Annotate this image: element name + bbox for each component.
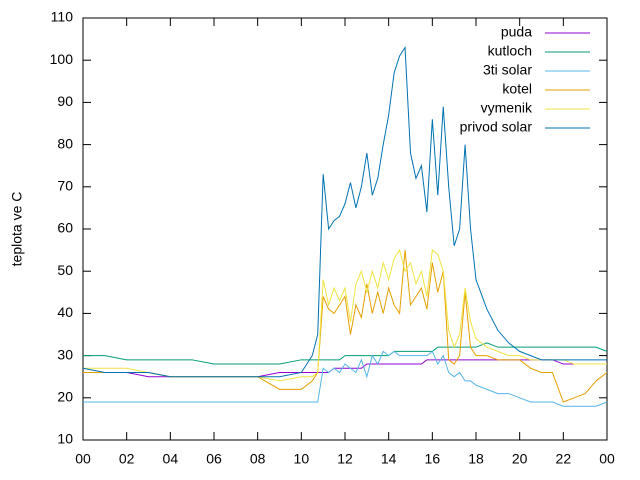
legend-label: puda: [501, 24, 532, 40]
legend-label: vymenik: [481, 100, 533, 116]
y-tick-label: 60: [57, 220, 73, 236]
x-tick-label: 04: [163, 451, 179, 467]
series-line: [83, 250, 608, 403]
y-tick-label: 90: [57, 93, 73, 109]
x-tick-label: 08: [250, 451, 266, 467]
x-tick-label: 16: [425, 451, 441, 467]
y-tick-label: 110: [51, 9, 74, 25]
x-tick-label: 06: [206, 451, 222, 467]
x-tick-label: 10: [294, 451, 310, 467]
y-tick-label: 70: [57, 178, 73, 194]
x-tick-label: 00: [599, 451, 615, 467]
y-tick-label: 80: [57, 135, 73, 151]
x-tick-label: 20: [512, 451, 528, 467]
x-tick-label: 12: [337, 451, 353, 467]
series-line: [83, 248, 607, 382]
x-tick-label: 18: [468, 451, 484, 467]
y-tick-label: 20: [57, 389, 73, 405]
x-tick-label: 14: [381, 451, 397, 467]
y-tick-label: 100: [50, 51, 74, 67]
series-line: [83, 342, 608, 365]
y-tick-label: 10: [57, 431, 73, 447]
y-tick-label: 40: [57, 304, 73, 320]
y-tick-label: 30: [57, 346, 73, 362]
series-line: [83, 359, 607, 378]
x-tick-label: 02: [119, 451, 135, 467]
legend-label: privod solar: [460, 119, 533, 135]
series-line: [82, 45, 607, 378]
x-tick-label: 00: [75, 451, 91, 467]
y-tick-label: 50: [57, 262, 73, 278]
legend-label: 3ti solar: [483, 62, 532, 78]
y-axis-label: teplota ve C: [9, 192, 25, 267]
legend-label: kotel: [502, 81, 532, 97]
series-line: [83, 350, 608, 407]
legend-label: kutloch: [488, 43, 532, 59]
x-tick-label: 22: [556, 451, 572, 467]
